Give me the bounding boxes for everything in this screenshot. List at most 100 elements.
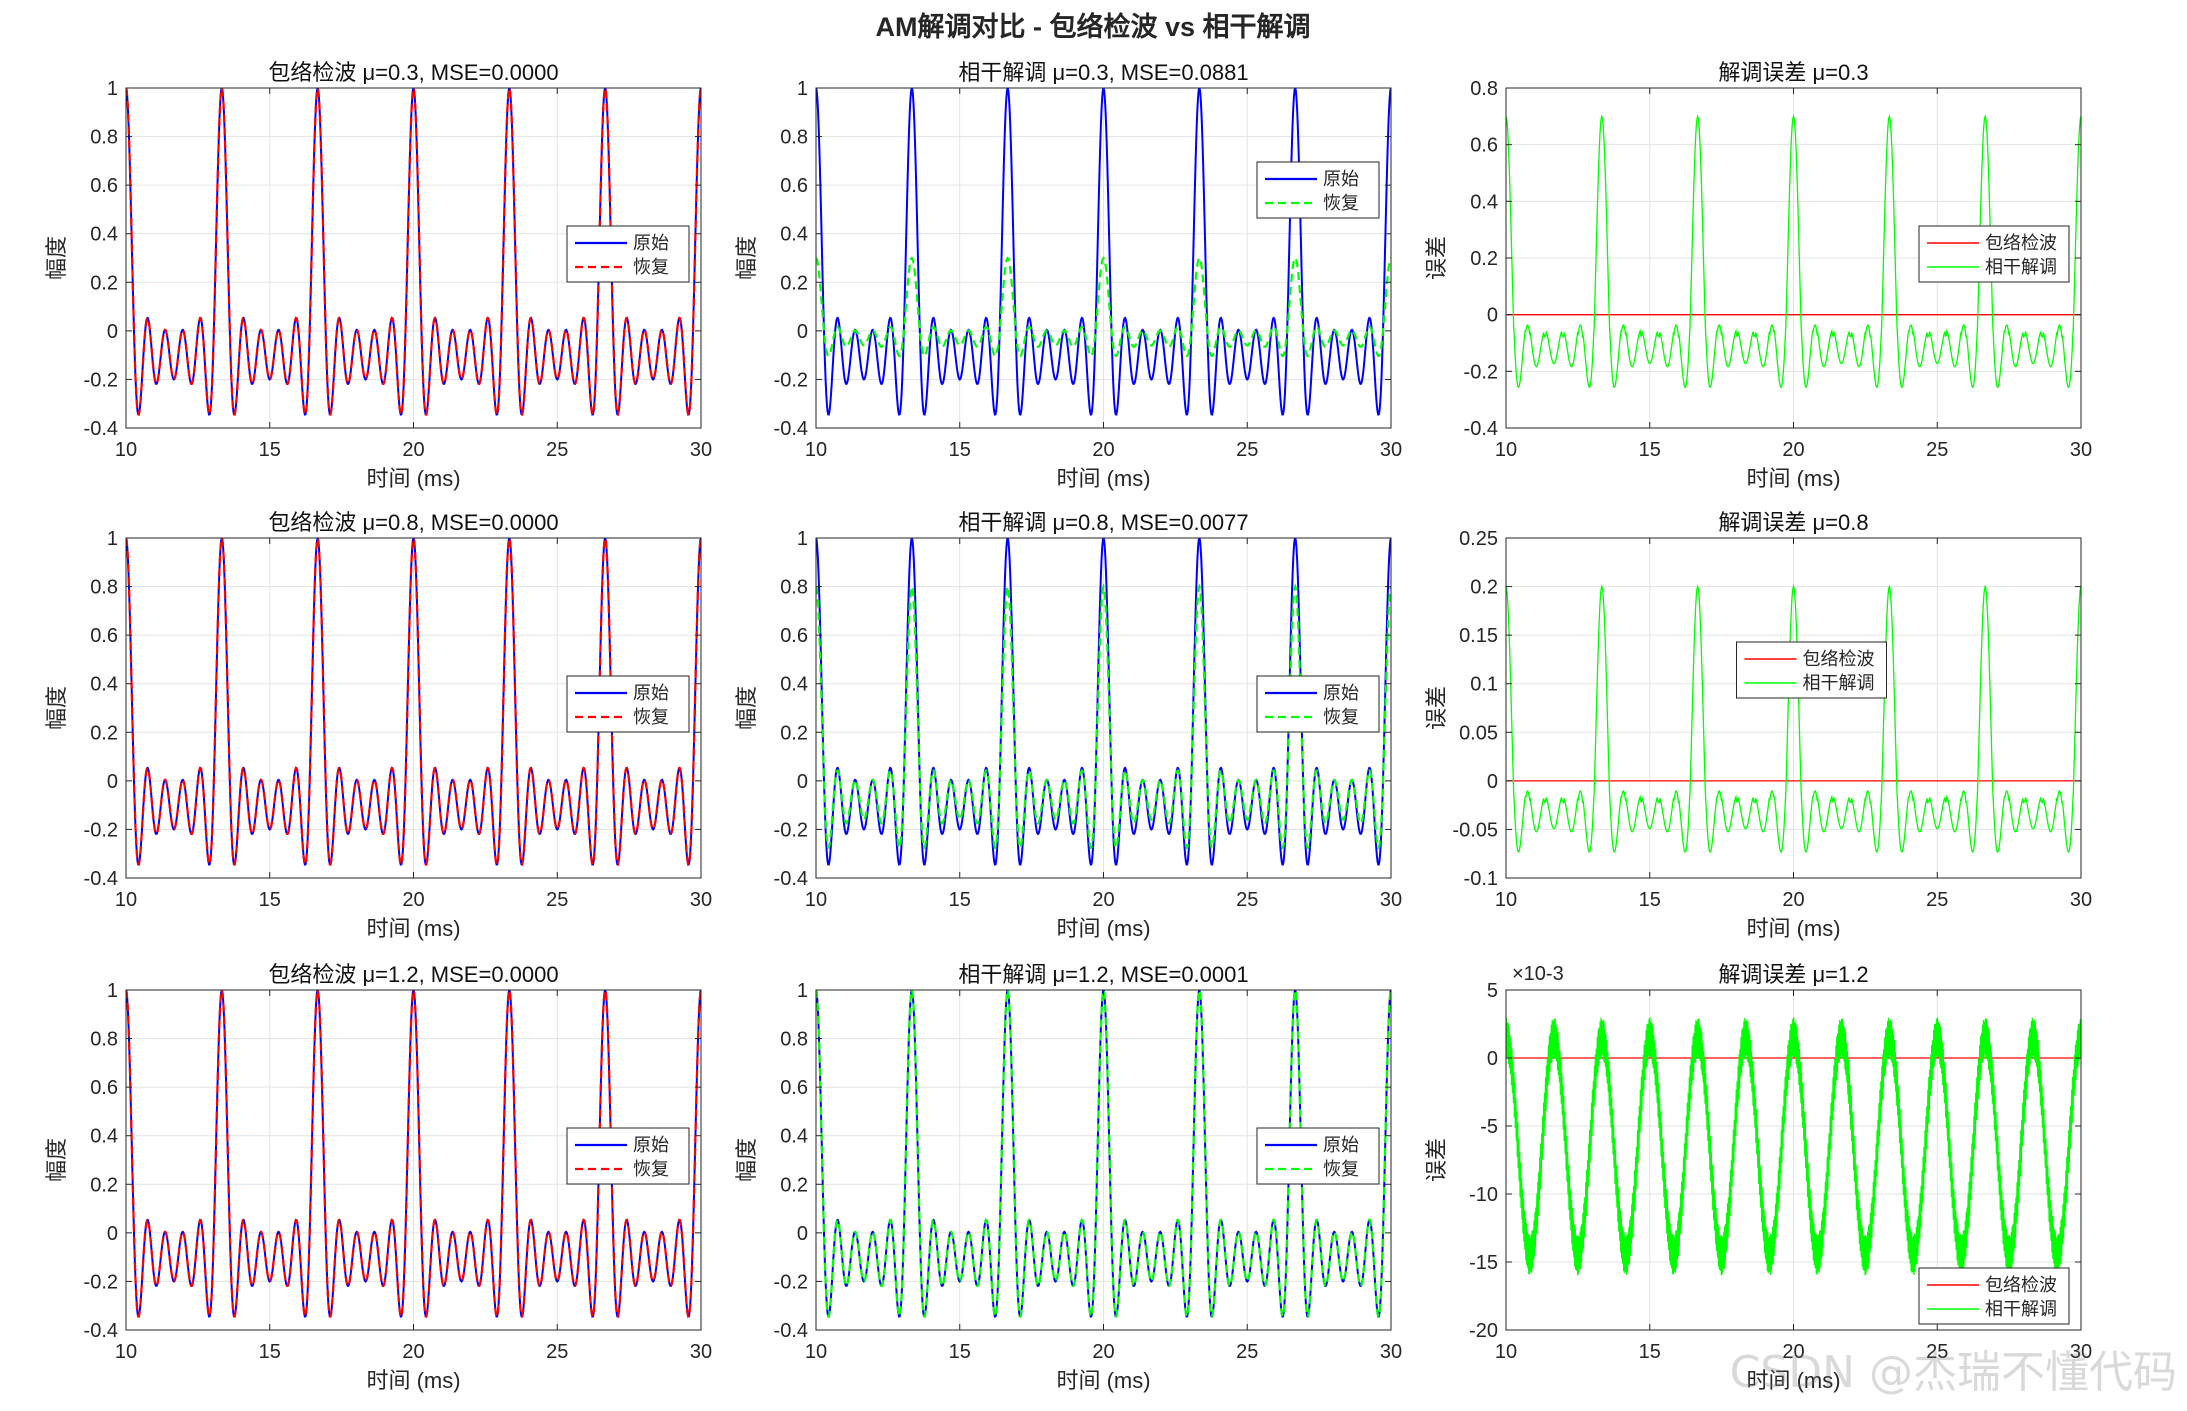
x-axis-label: 时间 (ms) <box>1746 1368 1840 1393</box>
watermark: CSDN @杰瑞不懂代码 <box>1729 1347 2177 1398</box>
legend-box <box>566 675 690 733</box>
y-tick-label: 0 <box>107 321 118 343</box>
legend-label: 恢复 <box>633 257 669 277</box>
y-tick-label: -5 <box>1480 1116 1498 1138</box>
y-tick-label: -0.2 <box>1464 361 1498 383</box>
legend-label: 恢复 <box>1323 1159 1359 1179</box>
legend-label: 相干解调 <box>1985 257 2057 277</box>
x-tick-label: 30 <box>2070 889 2092 911</box>
x-tick-label: 25 <box>1926 1341 1948 1363</box>
figure-suptitle: AM解调对比 - 包络检波 vs 相干解调 <box>875 11 1310 42</box>
y-tick-label: -0.2 <box>84 1271 118 1293</box>
y-tick-label: 1 <box>797 528 808 550</box>
y-tick-label: 1 <box>107 78 118 100</box>
x-tick-label: 10 <box>805 889 827 911</box>
series-line-相干解调 <box>1506 1017 2081 1276</box>
y-axis-label: 误差 <box>1424 1138 1449 1182</box>
x-tick-label: 15 <box>949 439 971 461</box>
y-tick-label: 0.4 <box>90 1126 118 1148</box>
subplot-envelope-mu-0.8: 10 15 20 25 30 -0.4 -0.2 0 0.2 0.4 0.6 0.8 1 包络检波 μ=0… <box>44 510 712 941</box>
y-tick-label: 0.1 <box>1470 674 1498 696</box>
y-tick-label: 0.6 <box>780 625 808 647</box>
y-axis-label: 误差 <box>1424 686 1449 730</box>
x-tick-label: 20 <box>1782 889 1804 911</box>
x-tick-label: 15 <box>1639 1341 1661 1363</box>
x-tick-label: 20 <box>1782 1341 1804 1363</box>
subplot-title: 解调误差 μ=0.3 <box>1718 60 1868 85</box>
y-tick-label: -15 <box>1469 1252 1498 1274</box>
legend-label: 原始 <box>1323 1135 1359 1155</box>
y-tick-label: 0 <box>797 321 808 343</box>
y-tick-label: 0.6 <box>1470 135 1498 157</box>
y-tick-label: 0.6 <box>90 1077 118 1099</box>
x-axis-label: 时间 (ms) <box>1746 916 1840 941</box>
y-tick-label: 0.05 <box>1459 722 1498 744</box>
legend-box <box>1256 161 1380 219</box>
series-group <box>816 88 1391 416</box>
x-tick-label: 25 <box>546 439 568 461</box>
legend-label: 原始 <box>633 683 669 703</box>
y-tick-label: -0.4 <box>774 1320 808 1342</box>
y-tick-label: 0.2 <box>780 272 808 294</box>
x-tick-label: 30 <box>1380 1341 1402 1363</box>
subplot-coherent-mu-1.2: 10 15 20 25 30 -0.4 -0.2 0 0.2 0.4 0.6 0.8 1 相干解调 μ=1… <box>734 962 1402 1393</box>
legend-label: 包络检波 <box>1803 649 1875 669</box>
y-tick-label: 0.15 <box>1459 625 1498 647</box>
x-tick-label: 30 <box>690 889 712 911</box>
y-tick-label: 0.4 <box>780 224 808 246</box>
y-tick-label: 0.2 <box>90 272 118 294</box>
y-tick-label: 0.2 <box>90 1174 118 1196</box>
x-axis-label: 时间 (ms) <box>366 1368 460 1393</box>
x-tick-label: 15 <box>1639 439 1661 461</box>
y-axis-label: 幅度 <box>734 1138 759 1182</box>
y-tick-label: 0.6 <box>780 1077 808 1099</box>
y-tick-label: 1 <box>107 528 118 550</box>
legend-label: 恢复 <box>1323 193 1359 213</box>
y-tick-label: 0.2 <box>1470 577 1498 599</box>
y-tick-label: 0.6 <box>90 175 118 197</box>
subplot-coherent-mu-0.8: 10 15 20 25 30 -0.4 -0.2 0 0.2 0.4 0.6 0.8 1 相干解调 μ=0… <box>734 510 1402 941</box>
y-tick-label: 0 <box>797 771 808 793</box>
x-tick-label: 20 <box>1092 439 1114 461</box>
legend-box <box>1256 675 1380 733</box>
subplot-title: 相干解调 μ=1.2, MSE=0.0001 <box>958 962 1248 987</box>
legend-box <box>1918 1267 2070 1325</box>
y-exponent-label: ×10-3 <box>1512 963 1564 985</box>
series-group <box>1506 584 2081 853</box>
x-tick-label: 20 <box>402 1341 424 1363</box>
subplot-error-mu-1.2: 10 15 20 25 30 -20 -15 -10 -5 0 5 ×10-3 解调误差 μ=1.2 时间… <box>1424 962 2092 1393</box>
x-tick-label: 25 <box>546 889 568 911</box>
y-tick-label: 0.8 <box>1470 78 1498 100</box>
y-tick-label: 0 <box>797 1223 808 1245</box>
x-tick-label: 10 <box>805 439 827 461</box>
y-tick-label: -20 <box>1469 1320 1498 1342</box>
y-tick-label: 0.2 <box>780 1174 808 1196</box>
legend-box <box>566 225 690 283</box>
legend-label: 包络检波 <box>1985 233 2057 253</box>
y-tick-label: 0.4 <box>780 674 808 696</box>
legend-label: 原始 <box>633 233 669 253</box>
y-tick-label: 0.8 <box>90 1029 118 1051</box>
x-tick-label: 10 <box>1495 439 1517 461</box>
y-tick-label: -0.4 <box>84 1320 118 1342</box>
y-tick-label: -0.4 <box>1464 418 1498 440</box>
y-tick-label: 0.4 <box>1470 191 1498 213</box>
y-tick-label: -0.1 <box>1464 868 1498 890</box>
legend-label: 恢复 <box>1323 707 1359 727</box>
series-line-恢复 <box>816 256 1391 358</box>
x-tick-label: 30 <box>690 1341 712 1363</box>
x-axis-label: 时间 (ms) <box>1056 1368 1150 1393</box>
y-tick-label: -0.4 <box>774 868 808 890</box>
x-axis-label: 时间 (ms) <box>366 466 460 491</box>
x-axis-label: 时间 (ms) <box>366 916 460 941</box>
series-line-相干解调 <box>1506 584 2081 853</box>
x-tick-label: 25 <box>1926 439 1948 461</box>
legend-label: 恢复 <box>633 707 669 727</box>
